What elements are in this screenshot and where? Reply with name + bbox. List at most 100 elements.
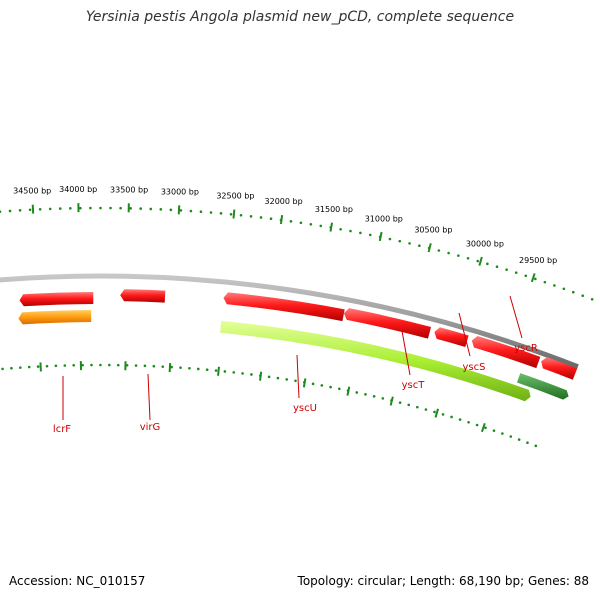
outer-ruler: 34500 bp 34000 bp 33500 bp 33000 bp 32500 bp… <box>0 185 594 301</box>
ruler-tick-label: 34500 bp <box>13 187 51 196</box>
ruler-dot <box>119 206 122 210</box>
ruler-dot <box>388 237 392 241</box>
gene-block-edge[interactable] <box>541 357 578 380</box>
ruler-dot <box>116 363 120 367</box>
ruler-dot <box>553 284 556 287</box>
ruler-dot <box>355 391 359 394</box>
ruler-dot <box>466 256 470 260</box>
page-title: Yersinia pestis Angola plasmid new_pCD, … <box>85 9 515 25</box>
ruler-dot <box>509 435 513 438</box>
gene-labels-layer: lcrF virG yscU yscT yscS yscR <box>53 295 538 435</box>
ruler-dot <box>250 373 253 376</box>
ruler-dot <box>38 208 42 211</box>
ruler-major-tick <box>378 231 383 242</box>
ruler-tick-label: 31500 bp <box>315 205 353 214</box>
ruler-dot <box>179 209 183 212</box>
gene-label-ysct[interactable]: yscT <box>402 380 426 391</box>
ruler-dot <box>267 375 271 379</box>
ruler-major-tick <box>329 222 333 232</box>
gene-block-virg[interactable] <box>120 289 166 303</box>
inner-ruler-tick <box>480 423 486 433</box>
gene-label-virg[interactable]: virG <box>140 422 161 433</box>
ruler-dot <box>562 287 566 291</box>
gene-label-lcrf[interactable]: lcrF <box>53 424 71 435</box>
ruler-dot <box>18 209 22 212</box>
ruler-dot <box>475 423 479 427</box>
ruler-dot <box>209 211 213 214</box>
ruler-dot <box>514 271 518 274</box>
ruler-dot <box>27 365 31 369</box>
ruler-dot <box>219 212 223 215</box>
ruler-dot <box>161 365 165 368</box>
ruler-dot <box>299 221 303 225</box>
ruler-dot <box>99 363 102 367</box>
ruler-dot <box>241 372 244 375</box>
ruler-dot <box>58 207 62 210</box>
inner-ruler-tick <box>389 396 394 406</box>
ruler-dot <box>125 364 129 367</box>
ruler-tick-label: 34000 bp <box>59 185 97 194</box>
ruler-dot <box>338 387 341 391</box>
ruler-dot <box>424 408 428 411</box>
gene-label-yscr[interactable]: yscR <box>514 343 538 354</box>
gene-block-yscr[interactable] <box>471 336 541 369</box>
ruler-tick-label: 33500 bp <box>110 185 148 194</box>
gene-block-darkgreen[interactable] <box>517 373 569 400</box>
ruler-dot <box>543 280 547 284</box>
ruler-dot <box>170 365 173 369</box>
ruler-dot <box>8 209 12 213</box>
ruler-dot <box>450 415 453 419</box>
ruler-dot <box>134 364 138 367</box>
ruler-dot <box>63 364 67 367</box>
ruler-dot <box>205 368 209 372</box>
ruler-dot <box>407 403 411 407</box>
ruler-dot <box>364 393 367 396</box>
ruler-dot <box>495 265 499 269</box>
ruler-dot <box>433 410 436 414</box>
gene-block-orange[interactable] <box>18 310 92 325</box>
ruler-dot <box>398 239 402 243</box>
ruler-dot <box>159 208 163 211</box>
ruler-dot <box>458 418 462 421</box>
gene-label-yscu[interactable]: yscU <box>293 403 317 414</box>
ruler-dot <box>505 268 508 271</box>
gene-block-yscu[interactable] <box>223 292 345 322</box>
ruler-dot <box>214 369 218 372</box>
gene-block-green[interactable] <box>220 320 531 402</box>
gene-leader-line <box>458 312 471 357</box>
ruler-dot <box>79 206 82 210</box>
ruler-dot <box>408 242 411 245</box>
ruler-dot <box>447 251 450 255</box>
ruler-dot <box>581 294 585 298</box>
inner-ruler-tick <box>168 362 172 373</box>
ruler-dot <box>72 363 76 367</box>
ruler-dot <box>524 274 528 278</box>
ruler-dot <box>320 384 324 387</box>
ruler-dot <box>1 367 4 371</box>
inner-ruler-tick <box>217 366 220 376</box>
gene-block-yscs[interactable] <box>434 327 469 347</box>
ruler-dot <box>10 366 13 370</box>
ruler-dot <box>259 216 263 219</box>
inner-ruler-tick <box>346 386 351 396</box>
ruler-dot <box>526 441 529 444</box>
ruler-dot <box>99 206 102 210</box>
ruler-dot <box>54 364 58 368</box>
ruler-major-tick <box>478 256 483 266</box>
gene-block-lcrf[interactable] <box>19 292 94 307</box>
ruler-dot <box>294 379 297 383</box>
ruler-tick-label: 30500 bp <box>414 226 452 235</box>
gene-leader-line <box>296 354 300 399</box>
ruler-dot <box>309 223 313 226</box>
ruler-dot <box>339 227 342 231</box>
ruler-dot <box>149 207 153 211</box>
gene-label-yscs[interactable]: yscS <box>463 362 486 373</box>
ruler-dot <box>359 231 362 235</box>
ruler-dot <box>517 438 521 441</box>
ruler-dot <box>319 224 323 228</box>
gene-block-ysct[interactable] <box>343 308 432 339</box>
backbone-arc <box>0 273 579 370</box>
ruler-dot <box>45 364 49 368</box>
topology-text: Topology: circular; Length: 68,190 bp; G… <box>297 574 589 588</box>
